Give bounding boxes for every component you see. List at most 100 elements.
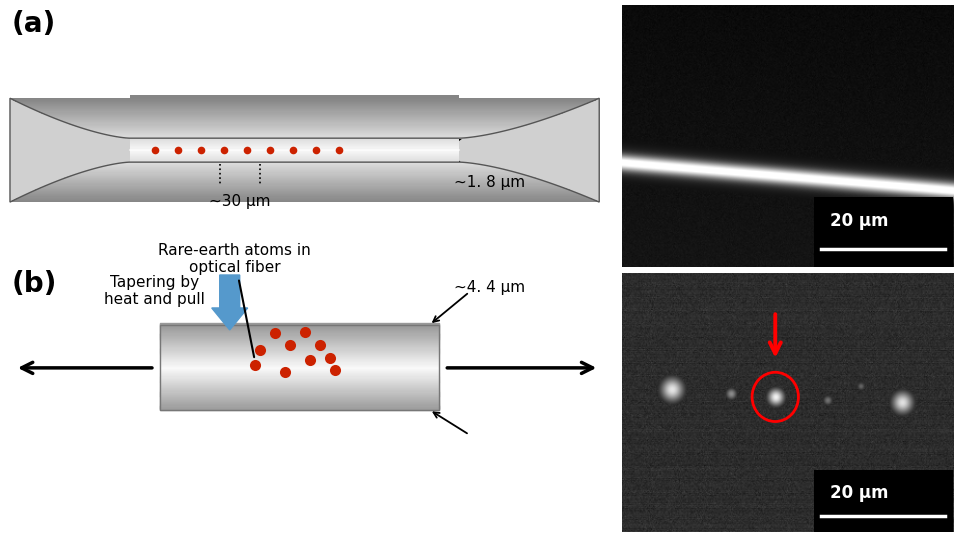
Polygon shape (130, 156, 460, 157)
Bar (159, 325, 440, 410)
Polygon shape (93, 131, 502, 132)
Polygon shape (130, 141, 460, 143)
Polygon shape (82, 127, 516, 129)
Polygon shape (130, 151, 460, 153)
Polygon shape (58, 119, 544, 120)
Text: 20 μm: 20 μm (829, 484, 888, 502)
Polygon shape (10, 98, 599, 202)
Polygon shape (44, 113, 560, 114)
Text: 20 μm: 20 μm (829, 212, 888, 231)
Polygon shape (130, 161, 460, 163)
Polygon shape (117, 136, 474, 138)
Polygon shape (36, 110, 568, 111)
Polygon shape (23, 195, 584, 197)
Polygon shape (34, 109, 571, 110)
Text: (b): (b) (12, 270, 58, 298)
Polygon shape (69, 123, 530, 125)
Polygon shape (91, 168, 505, 170)
Polygon shape (31, 192, 576, 193)
Polygon shape (39, 111, 565, 112)
Polygon shape (42, 186, 562, 188)
Polygon shape (21, 196, 587, 198)
Polygon shape (11, 98, 598, 99)
Polygon shape (26, 194, 581, 195)
Polygon shape (53, 182, 549, 184)
Polygon shape (130, 157, 460, 158)
Polygon shape (28, 193, 578, 194)
Polygon shape (15, 100, 593, 102)
Polygon shape (130, 148, 460, 150)
Polygon shape (107, 134, 487, 136)
Polygon shape (49, 116, 554, 117)
Polygon shape (97, 132, 497, 133)
Polygon shape (48, 184, 555, 186)
Polygon shape (67, 177, 532, 178)
Polygon shape (130, 146, 460, 147)
Polygon shape (27, 105, 580, 107)
Polygon shape (130, 96, 460, 97)
Polygon shape (29, 106, 577, 108)
Text: ~1. 8 μm: ~1. 8 μm (454, 175, 525, 190)
Text: Rare-earth atoms in
optical fiber: Rare-earth atoms in optical fiber (158, 242, 311, 357)
FancyArrow shape (212, 275, 248, 330)
Polygon shape (130, 159, 460, 160)
Text: ~4. 4 μm: ~4. 4 μm (454, 280, 525, 295)
Polygon shape (74, 174, 525, 176)
Polygon shape (81, 172, 517, 173)
Polygon shape (79, 126, 519, 128)
Polygon shape (59, 180, 542, 181)
Polygon shape (130, 147, 460, 149)
Polygon shape (37, 188, 567, 190)
Polygon shape (32, 107, 574, 109)
Polygon shape (130, 97, 460, 98)
Polygon shape (85, 129, 511, 130)
Polygon shape (104, 165, 491, 167)
Polygon shape (72, 124, 527, 126)
Polygon shape (17, 101, 590, 103)
Text: Tapering by
heat and pull: Tapering by heat and pull (105, 275, 205, 307)
Bar (814, 197, 953, 267)
Polygon shape (60, 120, 540, 122)
Polygon shape (130, 160, 460, 161)
Polygon shape (111, 135, 481, 137)
Polygon shape (130, 154, 460, 156)
Polygon shape (12, 200, 597, 202)
Polygon shape (130, 140, 460, 142)
Polygon shape (70, 176, 529, 177)
Polygon shape (130, 143, 460, 144)
Polygon shape (36, 190, 570, 191)
Polygon shape (64, 178, 536, 179)
Polygon shape (52, 117, 550, 118)
Polygon shape (126, 137, 464, 139)
Polygon shape (13, 99, 595, 100)
Polygon shape (16, 198, 591, 200)
Polygon shape (99, 166, 495, 168)
Polygon shape (51, 183, 552, 185)
Polygon shape (130, 138, 460, 140)
Polygon shape (130, 139, 460, 141)
Polygon shape (130, 149, 460, 151)
Polygon shape (24, 104, 583, 106)
Polygon shape (95, 167, 500, 169)
Polygon shape (63, 121, 538, 123)
Polygon shape (130, 144, 460, 145)
Polygon shape (14, 199, 594, 201)
Polygon shape (41, 112, 563, 113)
Polygon shape (22, 103, 585, 105)
Polygon shape (66, 122, 534, 124)
Polygon shape (18, 197, 589, 199)
Polygon shape (84, 171, 514, 172)
Polygon shape (102, 133, 492, 134)
Polygon shape (108, 164, 485, 166)
Polygon shape (33, 191, 573, 192)
Polygon shape (130, 152, 460, 154)
Polygon shape (77, 173, 521, 174)
Polygon shape (121, 162, 470, 164)
Polygon shape (61, 179, 540, 180)
Polygon shape (45, 185, 558, 187)
Polygon shape (130, 94, 460, 96)
Bar (814, 470, 953, 532)
Text: ~30 μm: ~30 μm (209, 194, 271, 209)
Text: (a): (a) (12, 10, 57, 38)
Polygon shape (40, 187, 564, 189)
